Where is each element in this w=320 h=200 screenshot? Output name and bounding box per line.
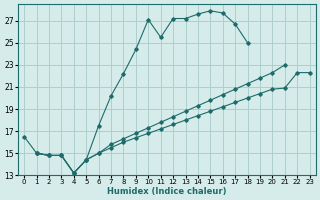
X-axis label: Humidex (Indice chaleur): Humidex (Indice chaleur) — [107, 187, 227, 196]
